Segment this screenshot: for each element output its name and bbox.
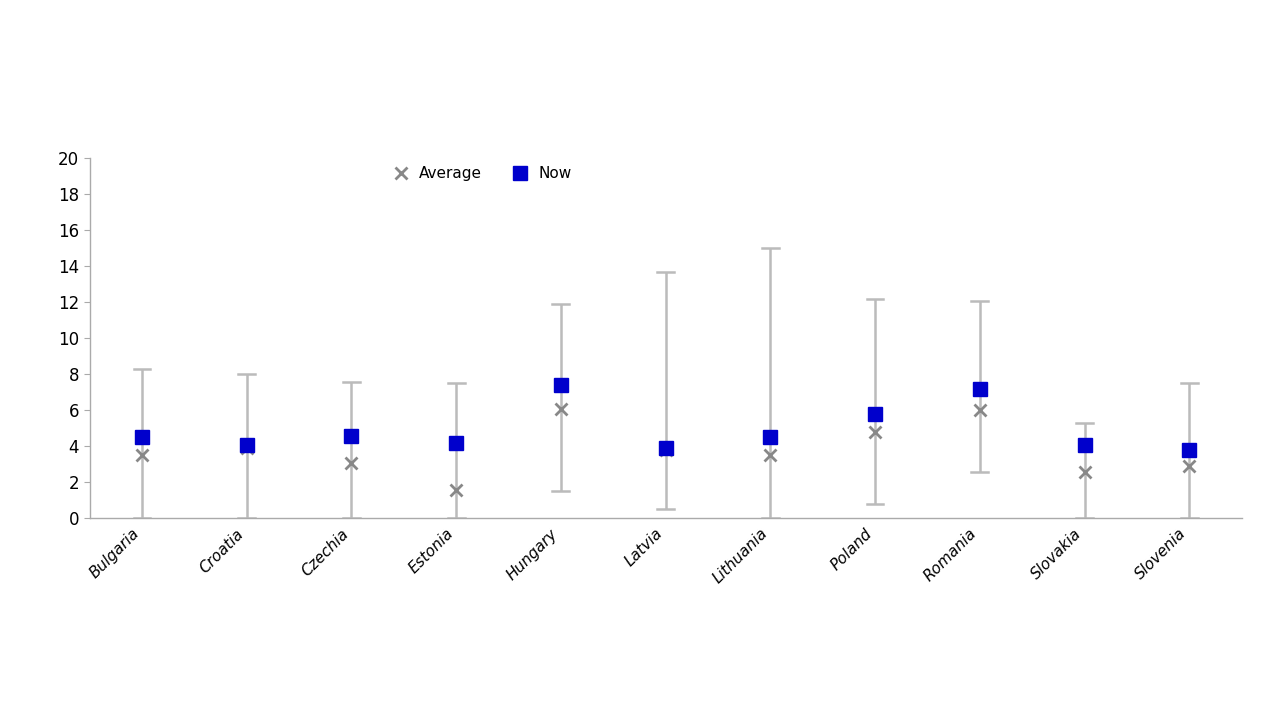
Legend: Average, Now: Average, Now: [385, 166, 572, 181]
